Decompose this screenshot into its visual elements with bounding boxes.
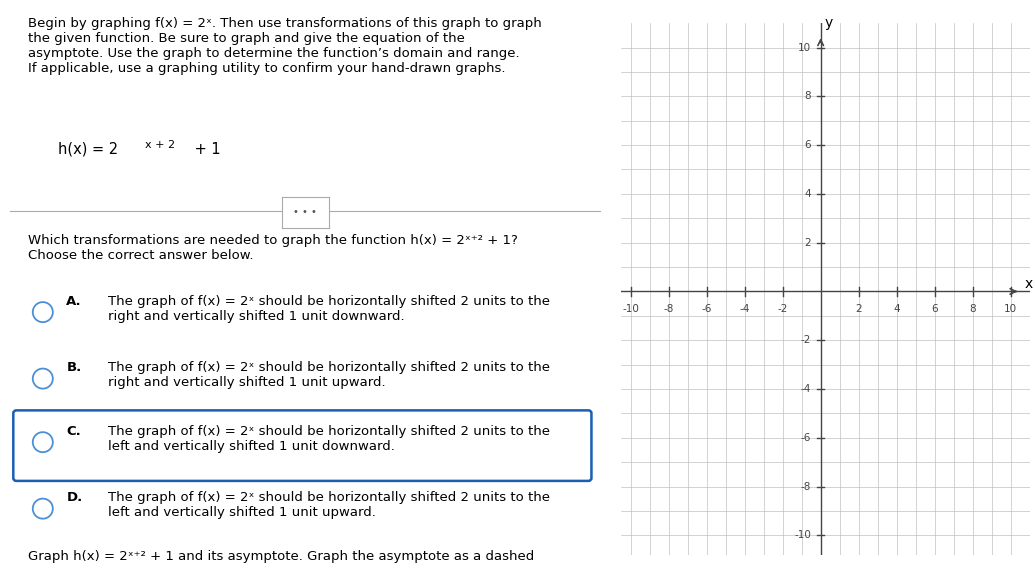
Text: -6: -6 bbox=[801, 433, 811, 443]
Text: The graph of f(x) = 2ˣ should be horizontally shifted 2 units to the
right and v: The graph of f(x) = 2ˣ should be horizon… bbox=[108, 295, 550, 323]
Text: 10: 10 bbox=[1004, 303, 1017, 314]
Text: + 1: + 1 bbox=[190, 142, 220, 157]
Text: h(x) = 2: h(x) = 2 bbox=[58, 142, 118, 157]
Text: -8: -8 bbox=[801, 481, 811, 491]
Text: B.: B. bbox=[66, 361, 82, 374]
Text: -2: -2 bbox=[801, 335, 811, 345]
Text: 4: 4 bbox=[893, 303, 900, 314]
Text: -4: -4 bbox=[801, 384, 811, 394]
Text: 2: 2 bbox=[804, 238, 811, 247]
Text: 4: 4 bbox=[804, 189, 811, 199]
Text: x: x bbox=[1024, 277, 1032, 291]
Text: A.: A. bbox=[66, 295, 82, 307]
Text: y: y bbox=[824, 16, 832, 31]
Text: 10: 10 bbox=[798, 43, 811, 53]
Text: 2: 2 bbox=[855, 303, 862, 314]
Text: Which transformations are needed to graph the function h(x) = 2ˣ⁺² + 1?
Choose t: Which transformations are needed to grap… bbox=[28, 234, 518, 262]
FancyBboxPatch shape bbox=[13, 410, 591, 481]
Text: 8: 8 bbox=[804, 91, 811, 101]
Text: -2: -2 bbox=[777, 303, 788, 314]
Text: Begin by graphing f(x) = 2ˣ. Then use transformations of this graph to graph
the: Begin by graphing f(x) = 2ˣ. Then use tr… bbox=[28, 17, 541, 75]
Text: x + 2: x + 2 bbox=[145, 140, 175, 150]
Text: -4: -4 bbox=[739, 303, 749, 314]
Text: 6: 6 bbox=[804, 140, 811, 150]
Text: Graph h(x) = 2ˣ⁺² + 1 and its asymptote. Graph the asymptote as a dashed: Graph h(x) = 2ˣ⁺² + 1 and its asymptote.… bbox=[28, 550, 534, 563]
Text: C.: C. bbox=[66, 425, 81, 438]
Text: D.: D. bbox=[66, 491, 83, 504]
Text: The graph of f(x) = 2ˣ should be horizontally shifted 2 units to the
left and ve: The graph of f(x) = 2ˣ should be horizon… bbox=[108, 491, 550, 519]
Text: The graph of f(x) = 2ˣ should be horizontally shifted 2 units to the
left and ve: The graph of f(x) = 2ˣ should be horizon… bbox=[108, 425, 550, 453]
Text: The graph of f(x) = 2ˣ should be horizontally shifted 2 units to the
right and v: The graph of f(x) = 2ˣ should be horizon… bbox=[108, 361, 550, 389]
Text: • • •: • • • bbox=[293, 208, 318, 217]
Text: -10: -10 bbox=[794, 531, 811, 540]
Text: 8: 8 bbox=[970, 303, 976, 314]
Text: -6: -6 bbox=[702, 303, 712, 314]
Text: -8: -8 bbox=[663, 303, 674, 314]
Text: -10: -10 bbox=[622, 303, 639, 314]
Text: 6: 6 bbox=[932, 303, 938, 314]
